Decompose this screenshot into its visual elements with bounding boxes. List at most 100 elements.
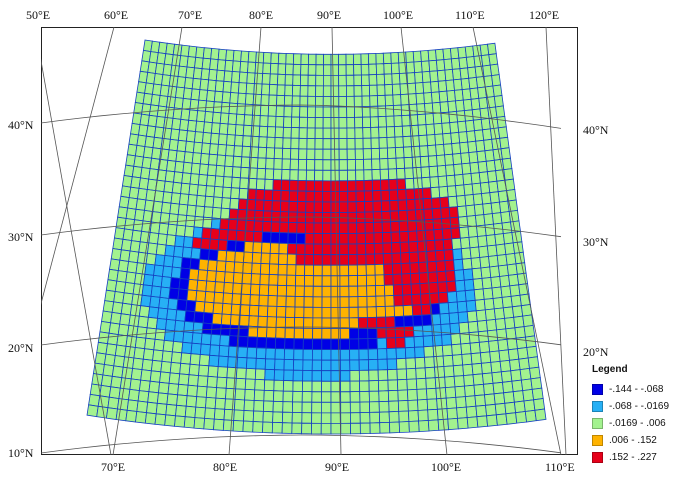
grid-cell [384, 83, 394, 96]
grid-cell [356, 243, 367, 255]
grid-cell [145, 252, 157, 266]
grid-cell [226, 239, 237, 252]
grid-cell [428, 281, 439, 294]
grid-cell [373, 242, 384, 255]
grid-cell [175, 224, 187, 237]
grid-cell [462, 268, 474, 281]
grid-cell [186, 289, 198, 302]
grid-cell [330, 106, 340, 118]
legend-item-class3: -.0169 - .006 [588, 415, 688, 432]
grid-cell [485, 234, 497, 247]
grid-cell [170, 266, 182, 279]
grid-cell [458, 226, 470, 239]
grid-cell [462, 98, 473, 112]
grid-cell [130, 368, 143, 381]
grid-cell [149, 370, 162, 383]
grid-cell [305, 201, 315, 213]
lon-label-bottom-70e: 70°E [101, 460, 126, 474]
grid-cell [137, 315, 149, 329]
grid-cell [402, 135, 412, 148]
grid-cell [302, 369, 313, 382]
grid-cell [214, 175, 225, 188]
grid-cell [290, 127, 300, 139]
grid-cell [264, 168, 275, 181]
grid-cell [394, 315, 405, 328]
grid-cell [248, 315, 259, 328]
grid-cell [284, 63, 294, 76]
grid-cell [302, 338, 314, 350]
grid-cell [405, 51, 415, 63]
grid-cell [194, 406, 206, 419]
grid-cell [494, 402, 507, 416]
grid-cell [159, 286, 171, 299]
grid-cell [385, 316, 396, 328]
legend-item-class4: .006 - .152 [588, 432, 688, 449]
grid-cell [488, 339, 500, 353]
grid-cell [448, 206, 459, 219]
grid-cell [365, 243, 375, 255]
grid-cell [237, 335, 249, 348]
grid-cell [262, 410, 274, 423]
grid-cell [371, 168, 381, 181]
grid-cell [210, 47, 220, 61]
grid-cell [382, 52, 392, 65]
grid-cell [181, 246, 193, 259]
grid-cell [376, 316, 387, 329]
grid-cell [183, 151, 194, 164]
grid-cell [468, 236, 480, 249]
grid-cell [398, 220, 409, 233]
grid-cell [381, 210, 392, 223]
grid-cell [380, 189, 391, 202]
grid-cell [426, 398, 438, 411]
grid-cell [420, 49, 430, 62]
grid-cell [330, 75, 340, 87]
grid-cell [171, 340, 184, 354]
grid-cell [377, 105, 387, 118]
grid-cell [187, 119, 198, 133]
grid-cell [330, 391, 342, 403]
grid-cell [161, 265, 173, 278]
grid-cell [188, 363, 200, 377]
grid-cell [430, 80, 440, 93]
grid-cell [134, 336, 147, 350]
grid-cell [340, 370, 351, 382]
grid-cell [414, 208, 425, 221]
grid-cell [286, 274, 297, 287]
grid-cell [380, 179, 390, 191]
grid-cell [221, 91, 232, 104]
grid-cell [454, 269, 465, 282]
grid-cell [192, 141, 203, 154]
grid-cell [314, 169, 324, 182]
grid-cell [249, 283, 261, 296]
grid-cell [365, 253, 376, 266]
grid-cell [270, 231, 281, 244]
grid-cell [178, 278, 190, 291]
grid-cell [207, 259, 218, 272]
grid-cell [257, 146, 268, 159]
grid-cell [261, 73, 271, 85]
grid-cell [382, 252, 393, 265]
grid-cell [365, 264, 376, 276]
grid-cell [349, 391, 361, 403]
grid-cell [196, 110, 206, 123]
grid-cell [338, 74, 347, 87]
grid-cell [295, 243, 306, 255]
grid-cell [249, 294, 260, 307]
grid-cell [360, 53, 370, 65]
grid-cell [281, 411, 293, 424]
grid-cell [215, 164, 226, 178]
grid-cell [330, 138, 340, 150]
grid-cell [411, 145, 421, 158]
grid-cell [435, 143, 446, 157]
grid-cell [414, 356, 426, 369]
map-canvas[interactable] [41, 27, 578, 455]
grid-cell [254, 62, 264, 74]
grid-cell [291, 401, 303, 414]
grid-cell [444, 153, 455, 166]
meridian-line [41, 27, 115, 306]
grid-cell [299, 106, 309, 118]
grid-cell [350, 422, 361, 435]
grid-cell [363, 190, 374, 202]
lat-label-right-30n: 30°N [583, 235, 609, 249]
grid-cell [262, 51, 272, 64]
